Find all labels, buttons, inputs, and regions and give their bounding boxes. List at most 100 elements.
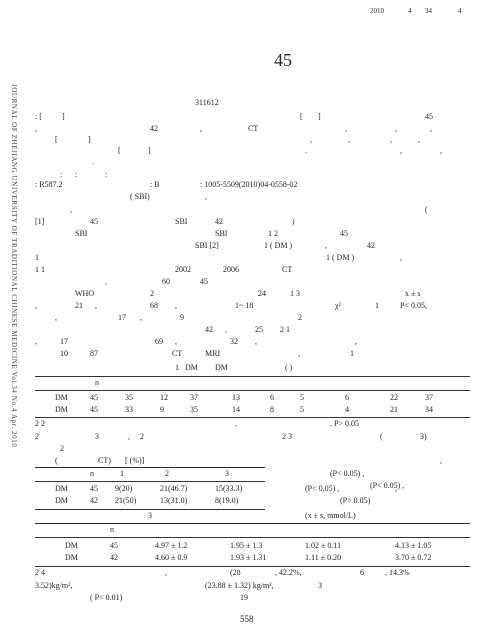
text-fragment: 21 (390, 405, 398, 414)
text-fragment: 42 (150, 124, 158, 133)
text-fragment: , (165, 568, 167, 577)
text-fragment: (P< 0.05) , (305, 484, 340, 493)
text-fragment: 42 (205, 325, 213, 334)
text-fragment: , (35, 301, 37, 310)
text-fragment: (P> 0.05) (340, 496, 371, 505)
running-header: 4 (458, 7, 462, 15)
text-fragment: 34 (425, 405, 433, 414)
text-fragment: 2 (165, 469, 169, 478)
text-fragment: 3.52)kg/m², (35, 581, 73, 590)
text-fragment: : R587.2 (35, 180, 63, 189)
text-fragment: 1.02 ± 0.11 (305, 541, 342, 550)
text-fragment: 9 (160, 405, 164, 414)
text-fragment: 2 2 (35, 419, 45, 428)
text-fragment: 1~ 18 (235, 301, 254, 310)
text-fragment: , (440, 456, 442, 465)
text-fragment: DM (65, 553, 78, 562)
text-fragment: 37 (190, 393, 198, 402)
running-header: 4 (408, 7, 412, 15)
text-fragment: , (400, 146, 402, 155)
text-fragment: 2 (35, 432, 39, 441)
text-fragment: 1 2 (268, 229, 278, 238)
text-fragment: 1 (120, 469, 124, 478)
text-fragment: , (175, 301, 177, 310)
text-fragment: , 14.3% (385, 568, 410, 577)
text-fragment: n (95, 378, 99, 387)
text-fragment: (P< 0.05) , (330, 469, 365, 478)
text-fragment: ( P< 0.01) (90, 593, 123, 602)
text-fragment: 42 (110, 553, 118, 562)
text-fragment: 32 (230, 337, 238, 346)
text-fragment: , (440, 146, 442, 155)
text-fragment: , (310, 135, 312, 144)
text-fragment: DM (55, 484, 68, 493)
text-fragment: (x ± s, mmol/L) (305, 511, 356, 520)
text-fragment: 2 1 (280, 325, 290, 334)
text-fragment: 8 (270, 405, 274, 414)
text-fragment: 311612 (195, 98, 219, 107)
text-fragment: 35 (190, 405, 198, 414)
text-fragment: DM (215, 363, 228, 372)
text-fragment: 21(50) (115, 496, 137, 505)
running-header: 34 (425, 7, 432, 15)
text-fragment: 12 (160, 393, 168, 402)
text-fragment: ( (380, 432, 383, 441)
text-fragment: , (298, 349, 300, 358)
text-fragment: , (355, 337, 357, 346)
text-fragment: , (348, 135, 350, 144)
text-fragment: , (200, 124, 202, 133)
text-fragment: 45 (90, 484, 98, 493)
table-rule (35, 537, 470, 538)
text-fragment: x ± s (405, 289, 421, 298)
text-fragment: 2 (140, 432, 144, 441)
text-fragment: 1 (175, 363, 179, 372)
text-fragment: n (90, 469, 94, 478)
text-fragment: 4.97 ± 1.2 (155, 541, 188, 550)
text-fragment: 17 (60, 337, 68, 346)
text-fragment: 42 (90, 496, 98, 505)
text-fragment: CT (248, 124, 259, 133)
text-fragment: 3 (318, 581, 322, 590)
text-fragment: ] (148, 146, 151, 155)
text-fragment: 19 (240, 593, 248, 602)
text-fragment: 42 (367, 241, 375, 250)
text-fragment: , (225, 325, 227, 334)
text-fragment: 69 (155, 337, 163, 346)
text-fragment: , (95, 301, 97, 310)
text-fragment: n (110, 525, 114, 534)
table-rule (35, 481, 265, 482)
table-rule (35, 376, 470, 377)
text-fragment: ] (88, 135, 91, 144)
text-fragment: 24 (258, 289, 266, 298)
text-fragment: DM (65, 541, 78, 550)
text-fragment: [ (55, 135, 58, 144)
text-fragment: 45 (340, 229, 348, 238)
journal-side-text: JOURNAL OF ZHEJIANG UNIVERSITY OF TRADIT… (10, 84, 18, 448)
text-fragment: 1 ( DM ) (264, 241, 293, 250)
text-fragment: 6 (270, 393, 274, 402)
text-fragment: 6 (360, 568, 364, 577)
text-fragment: 2 3 (282, 432, 292, 441)
text-fragment: 3) (420, 432, 427, 441)
text-fragment: ( SBI) (130, 192, 150, 201)
text-fragment: 3 (148, 511, 152, 520)
text-fragment: 9 (180, 313, 184, 322)
text-fragment: , (395, 124, 397, 133)
text-fragment: 1.95 ± 1.3 (230, 541, 263, 550)
text-fragment: : (105, 170, 108, 179)
text-fragment: 2 (60, 444, 64, 453)
text-fragment: 35 (125, 393, 133, 402)
table-rule (35, 390, 470, 391)
text-fragment: 9(20) (115, 484, 133, 493)
title: 45 (274, 50, 292, 70)
text-fragment: SBI (175, 217, 188, 226)
text-fragment: 42 (215, 217, 223, 226)
text-fragment: 4 (345, 405, 349, 414)
text-fragment: 21 (75, 301, 83, 310)
text-fragment: 4.60 ± 0.9 (155, 553, 188, 562)
text-fragment: : (75, 170, 78, 179)
text-fragment: 45 (200, 277, 208, 286)
text-fragment: 10 (60, 349, 68, 358)
text-fragment: 45 (110, 541, 118, 550)
